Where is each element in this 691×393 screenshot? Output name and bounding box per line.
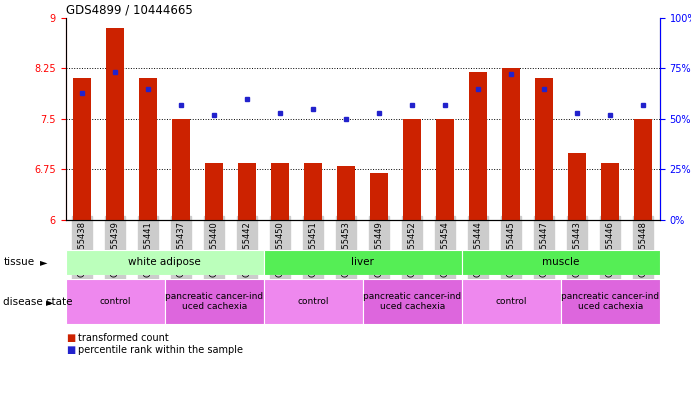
Bar	[304, 163, 322, 220]
Bar	[502, 68, 520, 220]
Text: tissue: tissue	[3, 257, 35, 267]
Text: ■: ■	[66, 333, 75, 343]
Text: GDS4899 / 10444665: GDS4899 / 10444665	[66, 4, 192, 17]
Text: control: control	[495, 297, 527, 306]
Bar	[73, 79, 91, 220]
Text: transformed count: transformed count	[78, 333, 169, 343]
Bar	[561, 279, 660, 324]
Bar	[601, 163, 619, 220]
Bar	[66, 250, 264, 275]
Text: disease state: disease state	[3, 297, 73, 307]
Text: pancreatic cancer-ind
uced cachexia: pancreatic cancer-ind uced cachexia	[165, 292, 263, 311]
Text: pancreatic cancer-ind
uced cachexia: pancreatic cancer-ind uced cachexia	[363, 292, 462, 311]
Text: percentile rank within the sample: percentile rank within the sample	[78, 345, 243, 355]
Bar	[264, 250, 462, 275]
Bar	[436, 119, 455, 220]
Text: control: control	[298, 297, 329, 306]
Bar	[462, 279, 561, 324]
Bar	[164, 279, 264, 324]
Text: ■: ■	[66, 345, 75, 355]
Bar	[139, 79, 158, 220]
Bar	[172, 119, 190, 220]
Text: liver: liver	[351, 257, 375, 267]
Text: ►: ►	[40, 257, 48, 267]
Text: ►: ►	[46, 297, 53, 307]
Bar	[66, 279, 164, 324]
Bar	[536, 79, 553, 220]
Text: muscle: muscle	[542, 257, 580, 267]
Text: white adipose: white adipose	[129, 257, 201, 267]
Bar	[370, 173, 388, 220]
Bar	[106, 28, 124, 220]
Bar	[404, 119, 422, 220]
Bar	[469, 72, 487, 220]
Bar	[337, 166, 355, 220]
Text: control: control	[100, 297, 131, 306]
Bar	[238, 163, 256, 220]
Text: pancreatic cancer-ind
uced cachexia: pancreatic cancer-ind uced cachexia	[561, 292, 659, 311]
Bar	[462, 250, 660, 275]
Bar	[205, 163, 223, 220]
Bar	[271, 163, 290, 220]
Bar	[264, 279, 363, 324]
Bar	[363, 279, 462, 324]
Bar	[568, 152, 587, 220]
Bar	[634, 119, 652, 220]
